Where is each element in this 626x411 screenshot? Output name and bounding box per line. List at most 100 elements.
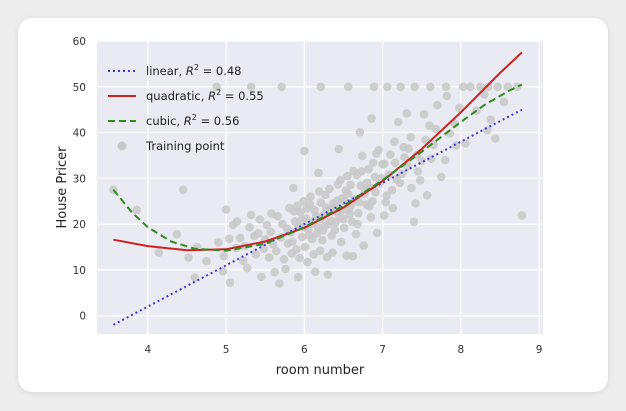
training-point xyxy=(493,82,502,92)
training-point xyxy=(302,204,312,213)
training-point xyxy=(458,82,468,92)
training-point xyxy=(354,208,363,218)
training-point xyxy=(311,267,320,277)
training-point xyxy=(399,142,409,152)
x-tick-label: 7 xyxy=(379,344,386,356)
training-point xyxy=(202,256,211,266)
training-point xyxy=(296,215,306,225)
x-axis-label: room number xyxy=(276,363,365,378)
training-point xyxy=(246,82,256,92)
training-point xyxy=(480,90,489,99)
training-point xyxy=(415,175,425,185)
training-point xyxy=(315,246,325,255)
quadratic-fit-line xyxy=(113,51,523,252)
y-tick-label: 20 xyxy=(73,219,86,231)
training-point xyxy=(461,139,470,148)
training-point xyxy=(402,109,412,118)
tick-labels: 4 5 6 7 8 9 0 10 20 30 40 50 60 xyxy=(73,36,543,356)
legend: linear, R2 = 0.48 quadratic, R2 = 0.55 cub… xyxy=(108,63,264,153)
training-point xyxy=(343,82,353,92)
training-point xyxy=(429,140,438,150)
training-point xyxy=(499,97,509,107)
training-point xyxy=(343,171,352,181)
training-point xyxy=(281,264,290,274)
training-point xyxy=(357,167,366,176)
training-point xyxy=(316,82,326,92)
training-point xyxy=(314,168,323,178)
fit-curves xyxy=(112,51,523,326)
y-tick-label: 30 xyxy=(73,173,86,185)
training-point xyxy=(337,194,347,203)
training-point xyxy=(383,82,392,92)
cubic-fit-line xyxy=(112,83,523,252)
legend-label-linear: linear, R2 = 0.48 xyxy=(146,63,242,78)
training-point xyxy=(275,279,284,288)
training-point xyxy=(219,251,229,261)
training-point xyxy=(359,241,369,250)
training-point xyxy=(221,205,231,214)
training-point xyxy=(277,82,287,92)
training-point xyxy=(225,278,235,288)
training-point xyxy=(320,221,330,231)
training-point xyxy=(312,229,322,238)
training-point xyxy=(369,82,379,92)
training-point xyxy=(411,199,420,208)
linear-fit-line xyxy=(112,108,523,326)
training-point xyxy=(388,203,398,213)
y-tick-label: 60 xyxy=(73,36,86,48)
training-point xyxy=(214,238,223,247)
training-point xyxy=(433,100,442,110)
training-point xyxy=(486,115,495,124)
training-point xyxy=(178,185,188,195)
training-point xyxy=(372,228,382,238)
training-point xyxy=(336,237,346,247)
training-point xyxy=(341,186,351,195)
training-point xyxy=(264,253,274,262)
training-point xyxy=(266,227,276,237)
training-point xyxy=(400,153,409,162)
training-point xyxy=(426,82,435,92)
training-point xyxy=(517,211,527,220)
training-point xyxy=(322,203,331,212)
training-point xyxy=(303,257,312,267)
training-point xyxy=(355,127,365,137)
training-point xyxy=(410,82,420,92)
training-point xyxy=(250,231,259,241)
training-point xyxy=(368,196,377,206)
training-point xyxy=(396,82,405,92)
training-point xyxy=(279,255,289,264)
training-point xyxy=(172,229,182,239)
training-point xyxy=(382,191,391,200)
training-point xyxy=(295,253,305,263)
training-point xyxy=(397,169,407,179)
training-point xyxy=(372,149,381,158)
training-point xyxy=(483,82,493,92)
training-point xyxy=(476,82,485,92)
y-tick-label: 40 xyxy=(73,128,86,140)
training-point xyxy=(393,117,403,127)
training-point xyxy=(262,220,272,230)
training-point xyxy=(300,146,309,156)
training-point xyxy=(395,178,405,188)
training-point xyxy=(323,270,333,279)
training-point xyxy=(330,225,340,235)
training-point xyxy=(451,141,461,150)
training-point xyxy=(512,82,522,92)
training-point xyxy=(278,219,287,229)
training-point xyxy=(336,175,345,185)
training-point xyxy=(339,214,348,224)
legend-label-cubic: cubic, R2 = 0.56 xyxy=(146,113,239,128)
training-points xyxy=(109,82,527,288)
training-point xyxy=(381,197,391,207)
training-point xyxy=(348,251,358,261)
training-point xyxy=(406,132,416,142)
legend-label-points: Training point xyxy=(145,139,225,153)
training-point xyxy=(154,248,164,257)
training-point xyxy=(270,267,279,277)
training-point xyxy=(242,263,252,273)
x-tick-label: 9 xyxy=(536,344,543,356)
training-point xyxy=(364,164,373,174)
training-point xyxy=(283,239,293,248)
training-point xyxy=(184,253,193,262)
